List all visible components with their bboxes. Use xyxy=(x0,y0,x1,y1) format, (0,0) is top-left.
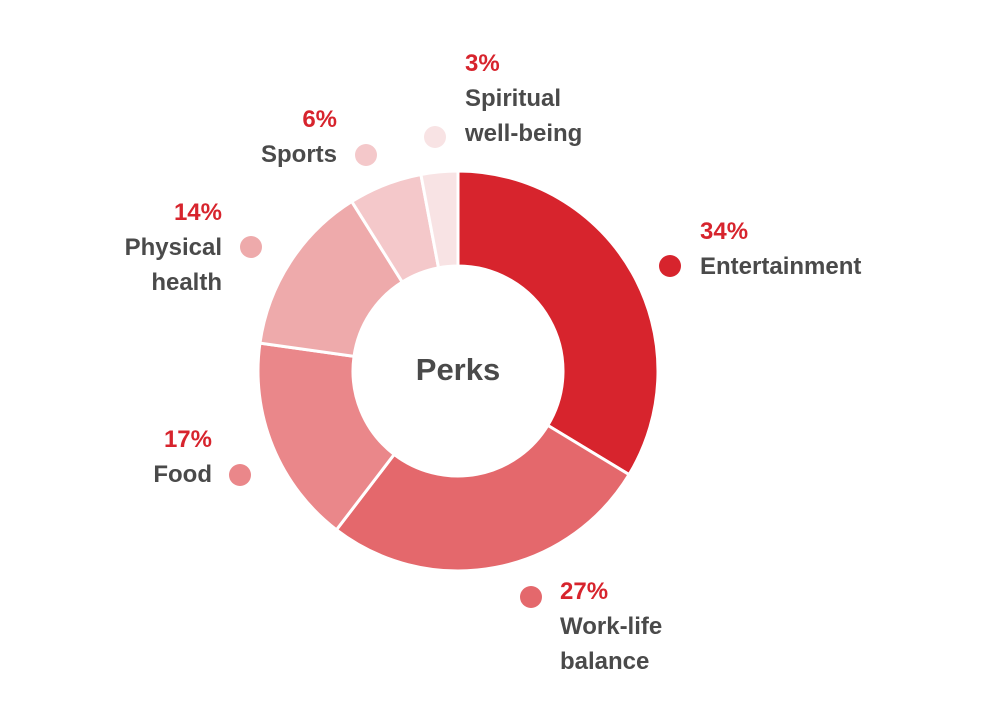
category-label: Entertainment xyxy=(700,253,862,280)
slice-label: 6% Sports xyxy=(137,102,337,172)
center-label: Perks xyxy=(416,352,500,387)
value-label: 17% xyxy=(163,426,212,453)
legend-marker xyxy=(240,236,262,258)
slice-label: 34% Entertainment xyxy=(700,214,950,284)
value-label: 3% xyxy=(465,50,500,77)
legend-marker xyxy=(520,586,542,608)
value-label: 34% xyxy=(700,218,749,245)
slice-label: 14% Physical health xyxy=(102,195,222,300)
slice-label: 17% Food xyxy=(12,422,212,492)
category-label: Spiritual well-being xyxy=(465,85,583,147)
category-label: Physical health xyxy=(124,234,222,296)
legend-marker xyxy=(424,126,446,148)
slice-label: 27% Work-life balance xyxy=(560,574,705,679)
slice xyxy=(334,423,632,573)
value-label: 14% xyxy=(173,199,222,226)
slice xyxy=(456,169,660,477)
category-label: Sports xyxy=(260,141,337,168)
category-label: Work-life balance xyxy=(560,613,663,675)
value-label: 6% xyxy=(302,106,337,133)
slice-label: 3% Spiritual well-being xyxy=(465,46,615,151)
legend-marker xyxy=(659,255,681,277)
value-label: 27% xyxy=(560,578,609,605)
legend-marker xyxy=(355,144,377,166)
legend-marker xyxy=(229,464,251,486)
slice xyxy=(419,169,460,270)
category-label: Food xyxy=(153,461,212,488)
